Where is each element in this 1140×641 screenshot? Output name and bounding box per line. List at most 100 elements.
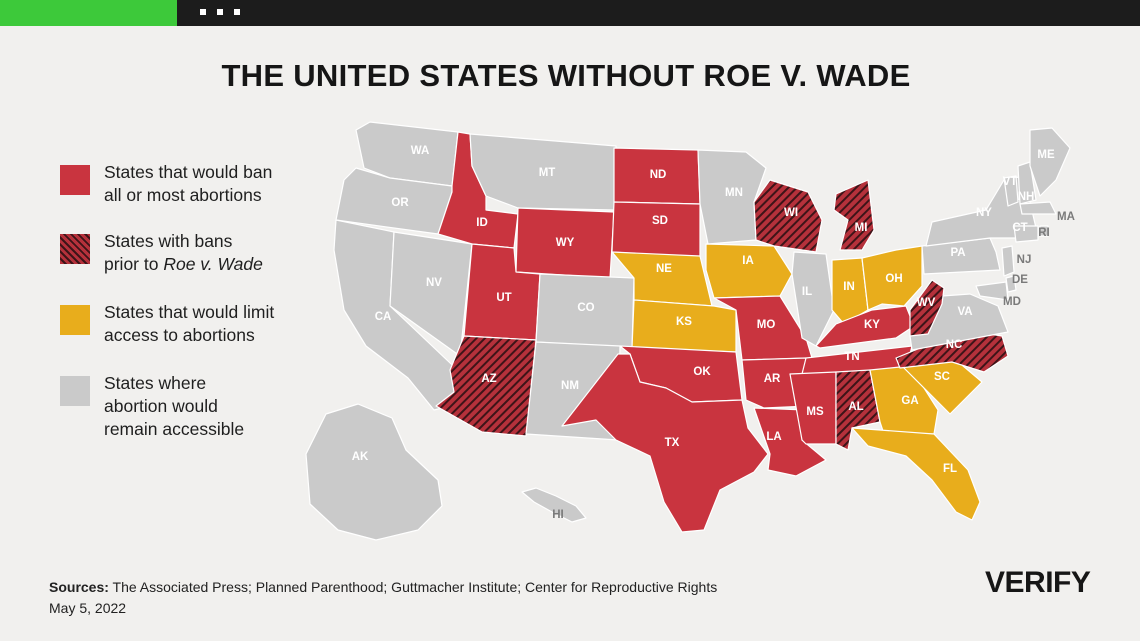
map-title: THE UNITED STATES WITHOUT ROE V. WADE — [221, 58, 911, 93]
state-label-vt: VT — [1003, 176, 1018, 188]
state-label-wi: WI — [784, 207, 798, 219]
state-label-sc: SC — [934, 371, 950, 383]
legend-item-limit: States that would limit access to aborti… — [60, 301, 274, 347]
state-label-ut: UT — [496, 292, 511, 304]
legend-label-accessible-line2: abortion would — [104, 396, 218, 416]
state-label-fl: FL — [943, 463, 957, 475]
state-label-co: CO — [577, 302, 594, 314]
state-nh[interactable] — [1017, 161, 1037, 205]
sources-text: The Associated Press; Planned Parenthood… — [108, 579, 718, 595]
state-label-ks: KS — [676, 316, 692, 328]
verify-logo: VERIFY — [985, 566, 1091, 600]
state-oh[interactable] — [861, 245, 923, 311]
state-ma[interactable] — [1019, 201, 1057, 215]
top-bar — [0, 0, 1140, 26]
legend-label-ban-line1: States that would ban — [104, 162, 273, 182]
state-label-ne: NE — [656, 263, 672, 275]
verify-check-icon: V — [985, 566, 1005, 599]
state-label-pa: PA — [950, 247, 965, 259]
legend-label-pre-roe-line1: States with bans — [104, 231, 233, 251]
state-label-ca: CA — [375, 311, 392, 323]
state-label-md: MD — [1003, 296, 1021, 308]
state-label-tx: TX — [665, 437, 680, 449]
legend-label-limit-line2: access to abortions — [104, 325, 255, 345]
state-label-oh: OH — [885, 273, 902, 285]
state-label-il: IL — [802, 286, 812, 298]
state-label-me: ME — [1037, 149, 1055, 161]
state-label-wa: WA — [411, 145, 430, 157]
state-hi[interactable] — [521, 487, 587, 523]
state-label-ct: CT — [1012, 222, 1027, 234]
sources-note: Sources: The Associated Press; Planned P… — [49, 577, 717, 619]
legend-swatch-pre-roe — [60, 234, 90, 264]
state-ri[interactable] — [1039, 225, 1049, 237]
state-label-nm: NM — [561, 380, 579, 392]
state-label-hi: HI — [552, 509, 564, 521]
state-ia[interactable] — [705, 243, 793, 299]
state-de[interactable] — [1005, 275, 1017, 293]
state-ct[interactable] — [1013, 225, 1039, 243]
state-label-la: LA — [766, 431, 781, 443]
legend-label-ban-line2: all or most abortions — [104, 185, 262, 205]
state-label-ny: NY — [976, 207, 992, 219]
state-wv[interactable] — [909, 279, 945, 337]
state-label-in: IN — [843, 281, 855, 293]
state-wi[interactable] — [753, 179, 823, 253]
legend-label-pre-roe-line2: prior to Roe v. Wade — [104, 254, 263, 274]
legend-item-accessible: States where abortion would remain acces… — [60, 372, 244, 441]
legend-label-accessible-line3: remain accessible — [104, 419, 245, 439]
state-tx[interactable] — [561, 353, 769, 533]
dots-icon[interactable] — [200, 9, 240, 15]
state-label-ri: RI — [1038, 227, 1050, 239]
state-sd[interactable] — [611, 201, 701, 259]
state-label-ma: MA — [1057, 211, 1075, 223]
state-label-ar: AR — [764, 373, 781, 385]
us-map: WA OR CA NV ID MT WY UT AZ CO NM ND SD NE KS OK TX MN IA MO… — [305, 121, 1075, 541]
legend-swatch-accessible — [60, 376, 90, 406]
state-md[interactable] — [975, 281, 1009, 301]
state-label-ky: KY — [864, 319, 880, 331]
state-label-mn: MN — [725, 187, 743, 199]
state-label-ia: IA — [742, 255, 754, 267]
state-label-nd: ND — [650, 169, 667, 181]
state-label-or: OR — [391, 197, 409, 209]
state-label-sd: SD — [652, 215, 668, 227]
sources-label: Sources: — [49, 579, 109, 595]
state-label-va: VA — [957, 306, 972, 318]
verify-logo-text: ERIFY — [1004, 566, 1091, 599]
state-label-ga: GA — [901, 395, 918, 407]
state-ak[interactable] — [305, 403, 443, 541]
state-label-mo: MO — [757, 319, 776, 331]
state-label-de: DE — [1012, 274, 1028, 286]
state-label-ms: MS — [806, 406, 824, 418]
state-label-wy: WY — [556, 237, 575, 249]
state-mi[interactable] — [833, 179, 875, 251]
legend-label-limit-line1: States that would limit — [104, 302, 275, 322]
legend-item-ban: States that would ban all or most aborti… — [60, 161, 272, 207]
state-label-id: ID — [476, 217, 488, 229]
legend-swatch-limit — [60, 305, 90, 335]
state-label-al: AL — [848, 401, 863, 413]
state-vt[interactable] — [1003, 175, 1019, 207]
state-label-nh: NH — [1018, 191, 1035, 203]
state-ms[interactable] — [789, 371, 837, 445]
legend-swatch-ban — [60, 165, 90, 195]
state-nj[interactable] — [1001, 245, 1015, 277]
state-label-az: AZ — [481, 373, 496, 385]
sources-date: May 5, 2022 — [49, 600, 127, 616]
state-label-ak: AK — [352, 451, 369, 463]
state-label-mi: MI — [855, 222, 868, 234]
state-label-nv: NV — [426, 277, 442, 289]
state-fl[interactable] — [851, 427, 981, 521]
state-label-ok: OK — [693, 366, 711, 378]
legend-label-accessible-line1: States where — [104, 373, 207, 393]
state-label-nj: NJ — [1017, 254, 1032, 266]
legend-item-pre-roe: States with bans prior to Roe v. Wade — [60, 230, 263, 276]
brand-accent-bar — [0, 0, 177, 26]
state-label-tn: TN — [844, 351, 859, 363]
state-label-nc: NC — [946, 339, 963, 351]
state-ar[interactable] — [741, 357, 811, 409]
state-ks[interactable] — [631, 299, 737, 353]
state-label-wv: WV — [917, 297, 936, 309]
state-me[interactable] — [1029, 127, 1071, 197]
